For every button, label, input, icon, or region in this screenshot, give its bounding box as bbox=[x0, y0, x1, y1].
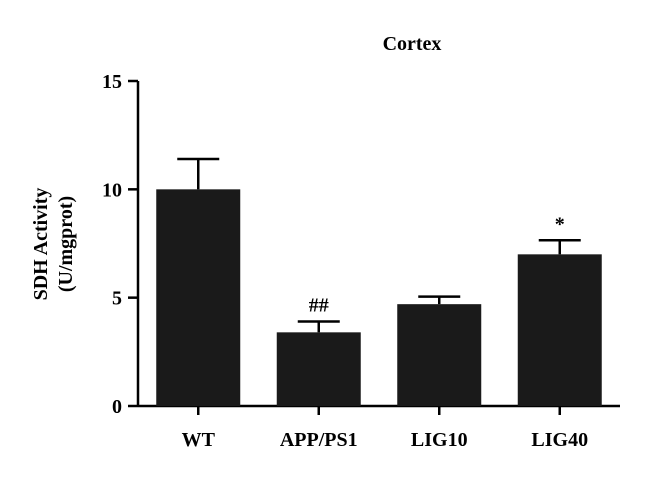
y-axis-label: SDH Activity (U/mgprot) bbox=[30, 188, 77, 301]
y-axis-label-line-2: (U/mgprot) bbox=[55, 196, 77, 292]
chart-title: Cortex bbox=[383, 33, 442, 55]
significance-annotation: ## bbox=[309, 295, 329, 317]
plot-area: 0 5 10 15 WT APP/PS1 ## LIG10 LIG40 * bbox=[102, 71, 620, 451]
bar bbox=[276, 332, 361, 406]
bar bbox=[156, 189, 241, 406]
y-axis-label-line-1: SDH Activity bbox=[30, 188, 52, 301]
x-tick-label: WT bbox=[182, 429, 216, 451]
x-tick-label: APP/PS1 bbox=[280, 429, 358, 451]
significance-annotation: * bbox=[555, 213, 565, 235]
y-tick-label: 15 bbox=[102, 71, 122, 93]
bar bbox=[397, 304, 482, 406]
bar bbox=[517, 254, 602, 406]
x-tick-label: LIG10 bbox=[411, 429, 468, 451]
y-tick-label: 0 bbox=[112, 396, 122, 418]
y-tick-label: 10 bbox=[102, 179, 122, 201]
y-tick-label: 5 bbox=[112, 288, 122, 310]
x-tick-label: LIG40 bbox=[531, 429, 588, 451]
